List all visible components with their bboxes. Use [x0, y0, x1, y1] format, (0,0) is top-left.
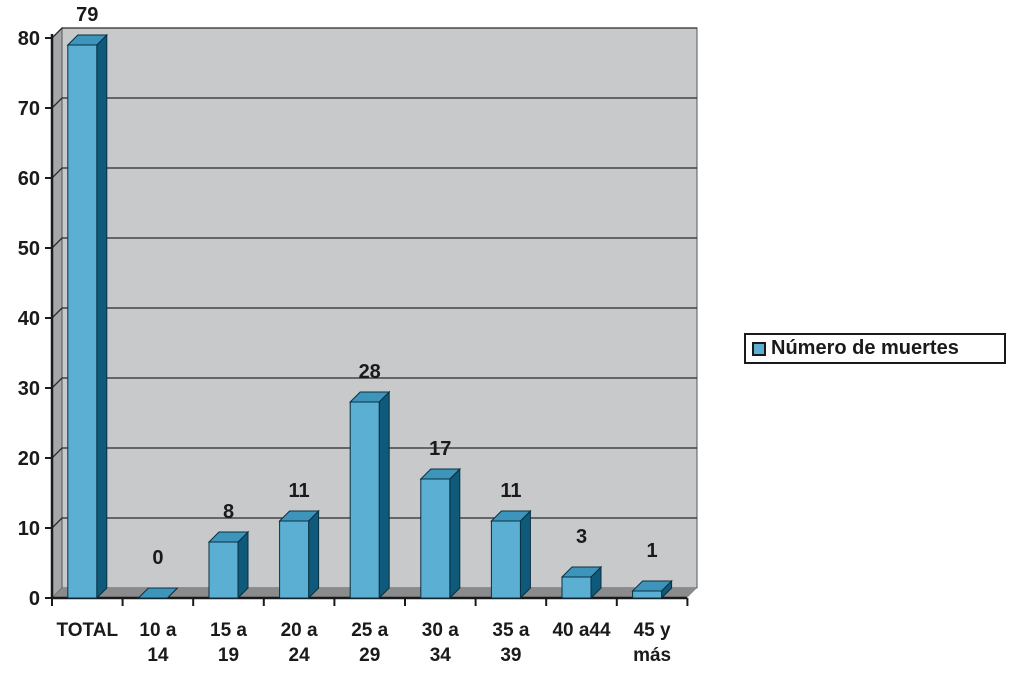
gridline — [51, 517, 697, 529]
x-tick-label: 15 a — [210, 620, 247, 641]
x-tick-label: 19 — [218, 645, 239, 666]
x-tick-label: 30 a — [422, 620, 459, 641]
gridline — [51, 237, 697, 249]
legend: Número de muertes — [744, 333, 1006, 364]
y-tick-label: 50 — [18, 238, 40, 260]
x-tick-label: TOTAL — [57, 620, 119, 641]
legend-label: Número de muertes — [771, 337, 959, 359]
y-tick-label: 80 — [18, 28, 40, 50]
y-tick-label: 30 — [18, 378, 40, 400]
bar-side — [378, 390, 390, 600]
legend-swatch — [752, 341, 766, 356]
y-tick-label: 10 — [18, 518, 40, 540]
data-label: 3 — [576, 526, 587, 548]
x-tick-label: 24 — [289, 645, 311, 666]
bar-side — [449, 467, 461, 600]
bar — [490, 520, 521, 599]
x-tick-label: 40 a44 — [552, 620, 611, 641]
y-tick-label: 70 — [18, 98, 40, 120]
data-label: 8 — [223, 501, 234, 523]
bar-top — [137, 587, 179, 599]
x-tick-label: 29 — [359, 645, 380, 666]
bar — [561, 576, 592, 599]
data-label: 1 — [647, 540, 658, 562]
y-tick-label: 20 — [18, 448, 40, 470]
bar — [208, 541, 239, 599]
gridline — [51, 97, 697, 109]
y-tick-label: 0 — [29, 588, 40, 610]
x-tick-label: 35 a — [492, 620, 529, 641]
gridline — [51, 167, 697, 179]
y-tick-label: 40 — [18, 308, 40, 330]
x-tick-label: 34 — [430, 645, 452, 666]
data-label: 11 — [500, 480, 521, 502]
data-label: 79 — [76, 4, 98, 26]
data-label: 11 — [289, 480, 310, 502]
gridline — [51, 447, 697, 459]
x-tick-label: 25 a — [351, 620, 388, 641]
bar — [67, 44, 98, 599]
gridline — [51, 377, 697, 389]
bar — [420, 478, 451, 599]
data-label: 17 — [429, 438, 451, 460]
bar-side — [519, 509, 531, 600]
bar — [279, 520, 310, 599]
x-tick-label: más — [633, 645, 671, 666]
y-tick-label: 60 — [18, 168, 40, 190]
x-tick-label: 14 — [147, 645, 169, 666]
data-label: 28 — [359, 361, 381, 383]
x-tick-label: 45 y — [634, 620, 671, 641]
x-tick-label: 20 a — [281, 620, 318, 641]
gridline — [51, 307, 697, 319]
bar — [632, 590, 663, 599]
bar-side — [237, 530, 249, 600]
bar — [349, 401, 380, 599]
x-tick-label: 10 a — [139, 620, 176, 641]
bar-side — [308, 509, 320, 600]
gridline — [51, 27, 697, 39]
data-label: 0 — [152, 547, 163, 569]
x-tick-label: 39 — [500, 645, 521, 666]
bar-side — [96, 33, 108, 600]
